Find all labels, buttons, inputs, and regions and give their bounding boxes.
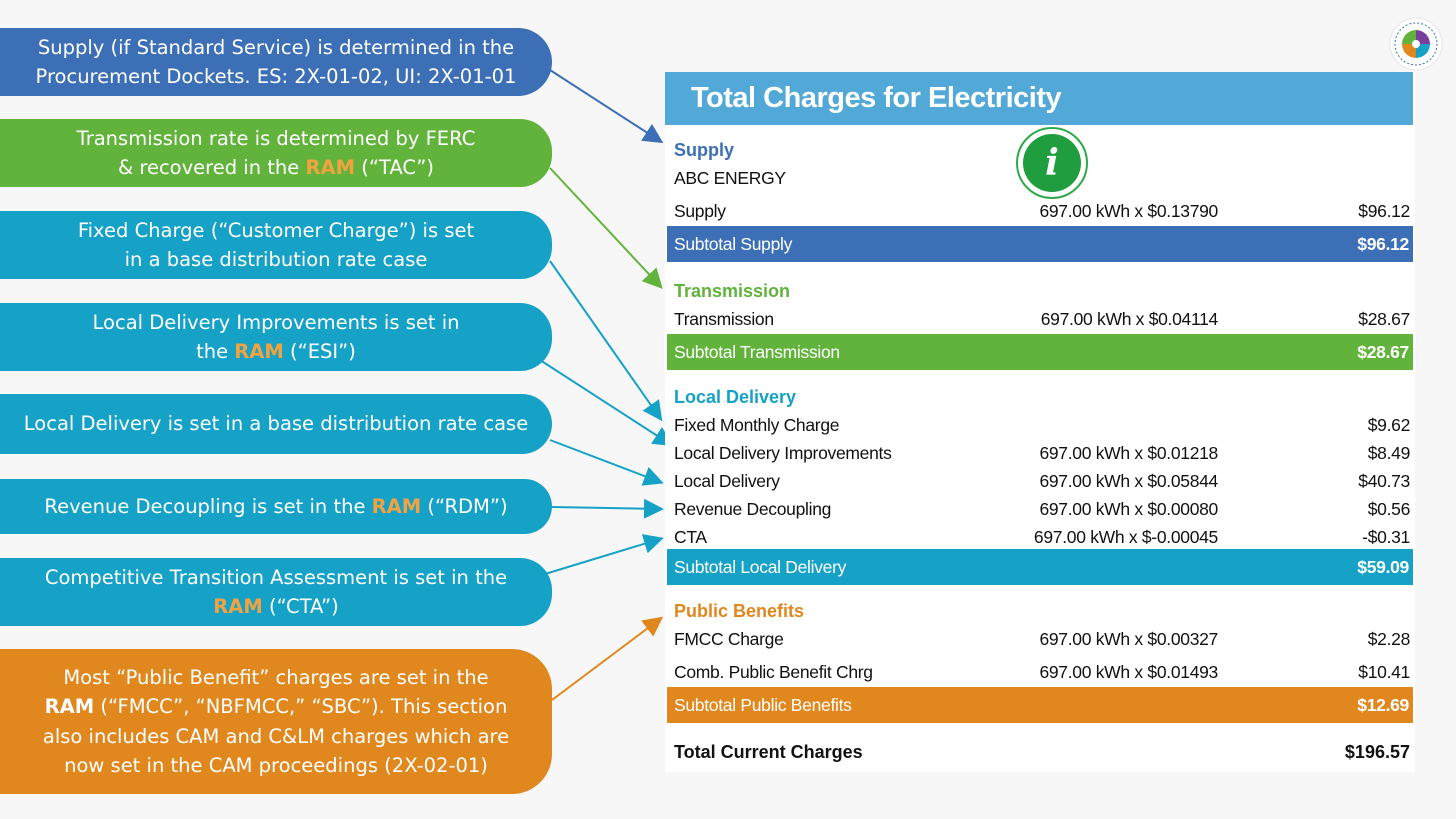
subtotal-local-delivery: Subtotal Local Delivery $59.09	[667, 549, 1413, 585]
bill-charges-panel: Total Charges for Electricity Supply ABC…	[665, 72, 1415, 772]
bill-line-cta: CTA 697.00 kWh x $-0.00045 -$0.31	[674, 527, 1410, 547]
total-label: Total Current Charges	[674, 742, 863, 762]
section-heading-supply: Supply	[674, 140, 735, 160]
supplier-name-row: ABC ENERGY	[674, 168, 1410, 194]
callout-supply-text: Supply (if Standard Service) is determin…	[35, 35, 517, 89]
bill-line-fmcc-charge: FMCC Charge 697.00 kWh x $0.00327 $2.28	[674, 629, 1410, 649]
callout-fixed-charge: Fixed Charge (“Customer Charge”) is set …	[0, 211, 552, 279]
bill-line-revenue-decoupling: Revenue Decoupling 697.00 kWh x $0.00080…	[674, 499, 1410, 519]
callout-local-delivery: Local Delivery is set in a base distribu…	[0, 394, 552, 454]
section-heading-public-benefits: Public Benefits	[674, 601, 805, 621]
info-glyph: i	[1023, 134, 1081, 192]
arrow-supply	[549, 69, 664, 144]
callout-transmission: Transmission rate is determined by FERC …	[0, 119, 552, 187]
callout-ldi-text: Local Delivery Improvements is set in th…	[92, 310, 460, 364]
callout-public-benefits: Most “Public Benefit” charges are set in…	[0, 649, 552, 794]
bill-title: Total Charges for Electricity	[665, 72, 1413, 125]
callout-cta: Competitive Transition Assessment is set…	[0, 558, 552, 626]
section-heading-transmission: Transmission	[674, 281, 791, 301]
arrow-public-benefits	[551, 616, 664, 701]
bill-line-comb-public-benefit: Comb. Public Benefit Chrg 697.00 kWh x $…	[674, 662, 1410, 682]
subtotal-transmission: Subtotal Transmission $28.67	[667, 334, 1413, 370]
arrow-cta	[544, 534, 664, 575]
subtotal-public-benefits: Subtotal Public Benefits $12.69	[667, 687, 1413, 723]
callout-rdm-text: Revenue Decoupling is set in the RAM (“R…	[44, 494, 508, 518]
arrow-local-delivery	[549, 439, 664, 486]
callout-fixed-charge-text: Fixed Charge (“Customer Charge”) is set …	[77, 218, 475, 272]
arrow-transmission	[549, 167, 663, 289]
callout-cta-text: Competitive Transition Assessment is set…	[44, 565, 508, 619]
bill-line-local-delivery: Local Delivery 697.00 kWh x $0.05844 $40…	[674, 471, 1410, 491]
arrow-rdm	[551, 498, 664, 519]
total-amount: $196.57	[1344, 742, 1410, 762]
callout-supply: Supply (if Standard Service) is determin…	[0, 28, 552, 96]
callout-public-benefits-text: Most “Public Benefit” charges are set in…	[42, 665, 510, 778]
bill-line-fixed-monthly-charge: Fixed Monthly Charge $9.62	[674, 415, 1410, 435]
callout-transmission-text: Transmission rate is determined by FERC …	[76, 126, 476, 180]
subtotal-supply: Subtotal Supply $96.12	[667, 226, 1413, 262]
bill-line-supply: Supply 697.00 kWh x $0.13790 $96.12	[674, 201, 1410, 221]
callout-local-delivery-text: Local Delivery is set in a base distribu…	[23, 412, 529, 436]
consumer-counsel-logo	[1389, 17, 1443, 71]
total-current-charges: Total Current Charges $196.57	[674, 742, 1410, 763]
arrow-fixed	[549, 260, 663, 422]
bill-line-transmission: Transmission 697.00 kWh x $0.04114 $28.6…	[674, 309, 1410, 329]
supplier-name: ABC ENERGY	[674, 168, 786, 188]
section-heading-local-delivery: Local Delivery	[674, 387, 797, 407]
callout-revenue-decoupling: Revenue Decoupling is set in the RAM (“R…	[0, 479, 552, 534]
callout-local-delivery-improvements: Local Delivery Improvements is set in th…	[0, 303, 552, 371]
arrow-ldi	[539, 359, 674, 447]
bill-line-local-delivery-improvements: Local Delivery Improvements 697.00 kWh x…	[674, 443, 1410, 463]
info-icon[interactable]: i	[1016, 127, 1088, 199]
